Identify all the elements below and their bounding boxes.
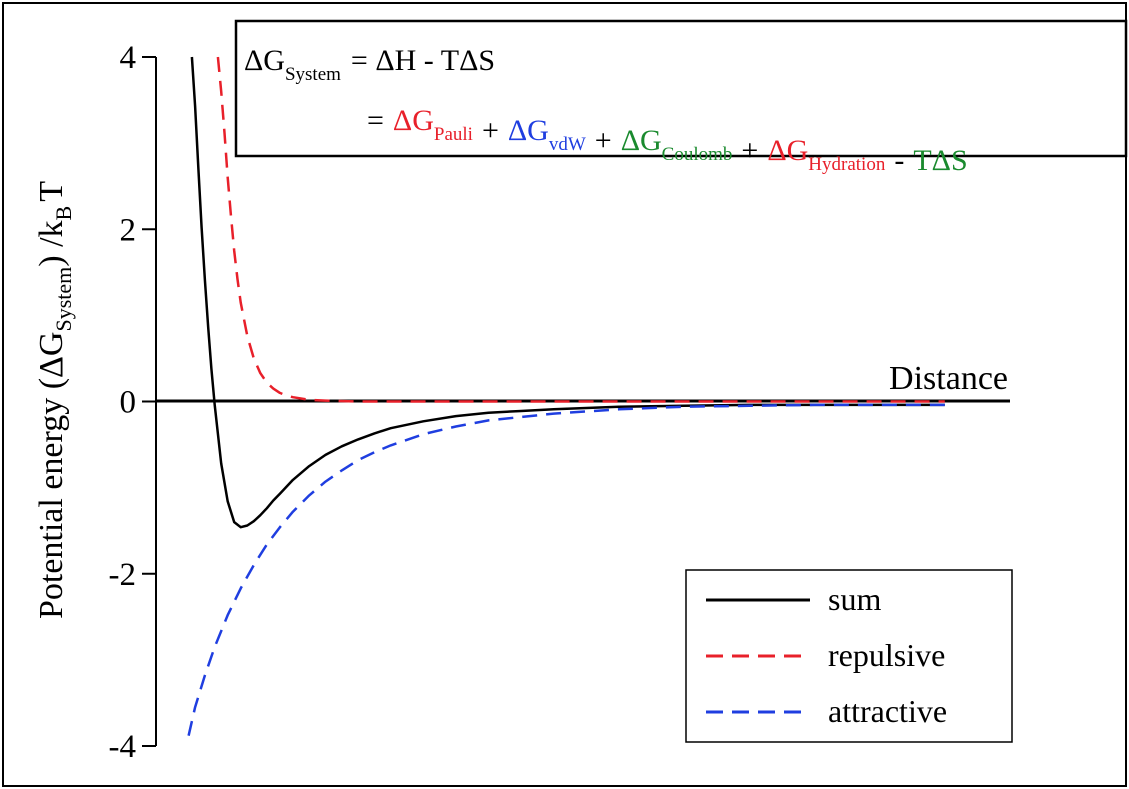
legend-label-sum: sum xyxy=(828,581,881,617)
eq2-term: TΔS xyxy=(913,144,967,177)
y-tick-label: 2 xyxy=(120,212,137,248)
eq2-term-sub: Hydration xyxy=(808,154,886,175)
x-axis-title: Distance xyxy=(889,360,1008,397)
equation-box: ΔGSystem = ΔH - TΔS = ΔGPauli + ΔGvdW + ΔGCoul… xyxy=(234,19,1128,177)
series-layer xyxy=(187,56,945,736)
y-title-prefix: Potential energy (ΔG xyxy=(33,332,70,620)
series-line-sum xyxy=(190,56,945,529)
eq2-term: ΔG xyxy=(508,114,549,147)
y-tick-label: 0 xyxy=(120,385,137,421)
eq1-rhs: = ΔH - TΔS xyxy=(351,44,495,77)
legend-label-attractive: attractive xyxy=(828,693,947,729)
eq2-term: ΔG xyxy=(621,124,662,157)
equation-line-1: ΔGSystem = ΔH - TΔS xyxy=(244,44,495,85)
eq1-lhs: ΔG xyxy=(244,44,285,77)
series-line-repulsive xyxy=(216,56,945,403)
y-tick-label: 4 xyxy=(120,40,137,76)
y-title-tail: T xyxy=(33,181,70,202)
eq2-operator: + xyxy=(595,124,612,157)
y-axis-title: Potential energy (ΔGSystem) /kBT xyxy=(33,181,76,619)
series-line-attractive xyxy=(187,403,945,736)
equation-line-2: = ΔGPauli + ΔGvdW + ΔGCoulomb + ΔGHydration - TΔS xyxy=(367,104,968,177)
y-tick-label: -4 xyxy=(109,729,137,765)
y-title-suffix-sub: B xyxy=(51,206,76,221)
eq2-term-sub: Coulomb xyxy=(662,144,733,165)
eq2-operator: + xyxy=(741,134,758,167)
eq2-operator: - xyxy=(894,144,904,177)
eq2-term: ΔG xyxy=(767,134,808,167)
eq2-term-sub: vdW xyxy=(549,134,586,155)
y-tick-label: -2 xyxy=(109,557,137,593)
eq2-term: ΔG xyxy=(393,104,434,137)
legend-label-repulsive: repulsive xyxy=(828,637,945,673)
eq1-lhs-sub: System xyxy=(285,64,341,85)
eq2-operator: + xyxy=(482,114,499,147)
legend: sum repulsive attractive xyxy=(685,569,1013,743)
equation-box-frame xyxy=(234,19,1128,158)
y-title-suffix: ) /k xyxy=(33,220,70,266)
eq2-term-sub: Pauli xyxy=(434,124,473,145)
eq2-equals: = xyxy=(367,104,384,137)
legend-items: sum repulsive attractive xyxy=(706,581,947,729)
y-title-prefix-sub: System xyxy=(51,267,76,332)
y-ticks: 4 2 0 -2 -4 xyxy=(109,40,156,765)
